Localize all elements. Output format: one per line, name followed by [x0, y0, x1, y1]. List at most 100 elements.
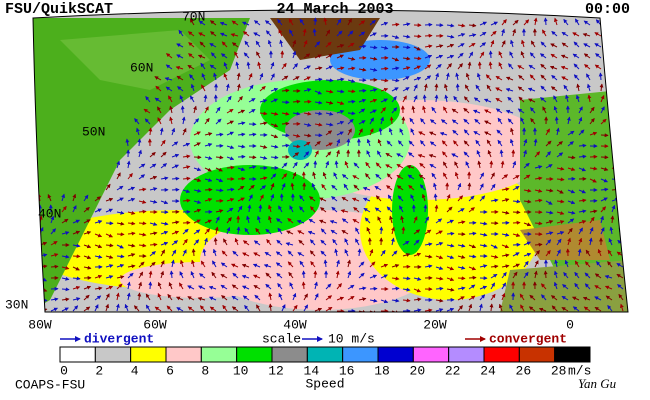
wind-arrow: [182, 154, 191, 159]
wind-arrow: [314, 66, 323, 71]
wind-arrow: [435, 44, 444, 49]
wind-arrow: [47, 193, 52, 202]
wind-arrow: [278, 292, 283, 301]
wind-arrow: [486, 139, 492, 147]
colorbar-tick-label: 20: [410, 363, 426, 378]
wind-arrow: [457, 276, 466, 281]
wind-arrow: [188, 53, 195, 59]
wind-arrow: [303, 151, 310, 158]
wind-arrow: [567, 237, 572, 246]
wind-arrow: [364, 217, 371, 224]
wind-arrow: [318, 219, 327, 224]
wind-arrow: [479, 221, 488, 226]
wind-arrow: [264, 20, 272, 26]
wind-arrow: [442, 172, 448, 180]
wind-arrow: [171, 220, 180, 225]
wind-arrow: [523, 149, 527, 158]
wind-arrow: [565, 94, 569, 103]
wind-arrow: [490, 183, 496, 191]
wind-arrow: [281, 121, 290, 126]
wind-arrow: [586, 83, 591, 92]
wind-arrow: [391, 57, 400, 62]
wind-arrow: [402, 287, 411, 292]
wind-arrow: [610, 215, 615, 224]
wind-arrow: [148, 281, 153, 290]
wind-arrow: [497, 139, 503, 147]
wind-arrow: [553, 270, 558, 279]
wind-arrow: [517, 108, 525, 114]
wind-arrow: [622, 134, 628, 138]
wind-arrow: [391, 87, 399, 92]
wind-arrow: [374, 207, 382, 213]
wind-arrow: [611, 144, 620, 149]
wind-arrow: [259, 194, 264, 202]
wind-arrow: [230, 263, 239, 268]
wind-arrow: [408, 184, 415, 191]
wind-arrow: [134, 118, 140, 125]
wind-arrow: [235, 61, 240, 70]
wind-arrow: [512, 233, 521, 237]
wind-arrow: [589, 226, 594, 235]
wind-arrow: [445, 72, 450, 81]
wind-arrow: [468, 284, 476, 290]
wind-arrow: [446, 231, 455, 236]
wind-arrow: [265, 272, 272, 279]
wind-arrow: [463, 118, 470, 125]
wind-arrow: [188, 42, 195, 48]
wind-arrow: [223, 72, 228, 81]
wind-arrow: [270, 98, 279, 103]
wind-arrow: [176, 75, 184, 81]
wind-arrow: [303, 162, 310, 169]
wind-arrow: [495, 87, 503, 92]
wind-arrow: [61, 254, 70, 259]
wind-arrow: [413, 34, 422, 39]
wind-arrow: [518, 74, 525, 81]
wind-arrow: [314, 90, 323, 95]
wind-arrow: [344, 238, 349, 246]
wind-arrow: [418, 131, 426, 136]
wind-arrow: [496, 129, 503, 136]
wind-arrow: [567, 227, 573, 235]
wind-arrow: [209, 20, 217, 26]
wind-arrow: [435, 276, 444, 281]
wind-arrow: [387, 194, 393, 202]
wind-arrow: [72, 285, 81, 290]
wind-arrow: [468, 231, 477, 236]
wind-arrow: [473, 97, 481, 103]
wind-arrow: [314, 122, 323, 127]
wind-arrow: [72, 254, 81, 259]
wind-arrow: [336, 296, 345, 301]
wind-arrow: [226, 95, 232, 103]
wind-arrow: [391, 66, 400, 71]
wind-arrow: [292, 292, 297, 301]
wind-arrow: [435, 230, 443, 235]
wind-arrow: [452, 129, 459, 136]
wind-arrow: [170, 259, 175, 268]
wind-arrow: [453, 140, 459, 147]
wind-arrow: [490, 273, 498, 279]
wind-arrow: [517, 86, 525, 92]
wind-arrow: [331, 184, 338, 191]
wind-arrow: [358, 128, 363, 136]
wind-arrow: [259, 72, 264, 81]
colorbar-tick-label: 10: [233, 363, 249, 378]
wind-arrow: [374, 185, 382, 191]
wind-arrow: [94, 220, 103, 224]
wind-arrow: [137, 138, 142, 147]
wind-arrow: [302, 28, 307, 37]
wind-arrow: [94, 244, 103, 249]
wind-arrow: [127, 272, 134, 279]
wind-arrow: [391, 107, 398, 114]
wind-arrow: [545, 151, 551, 158]
wind-arrow: [561, 295, 569, 301]
wind-arrow: [127, 197, 136, 202]
wind-arrow: [263, 263, 272, 268]
wind-arrow: [501, 271, 507, 279]
wind-arrow: [169, 105, 174, 114]
wind-arrow: [402, 298, 411, 303]
wind-arrow: [446, 277, 455, 282]
colorbar-bin: [554, 346, 591, 363]
wind-arrow: [335, 270, 340, 279]
wind-arrow: [138, 281, 143, 290]
